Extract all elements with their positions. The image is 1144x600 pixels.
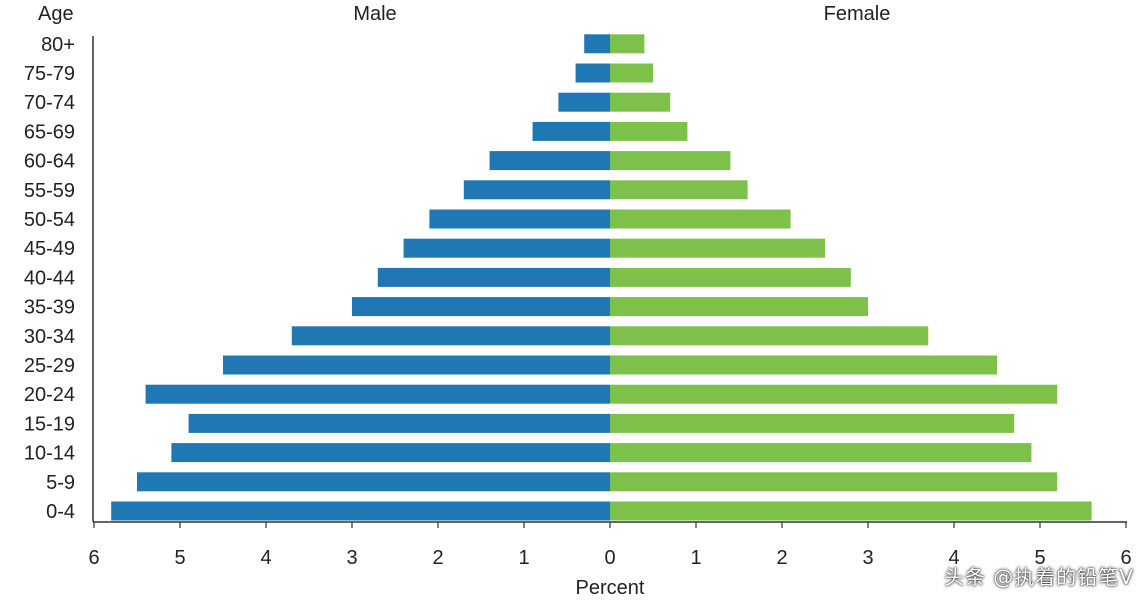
x-tick-label: 3: [346, 547, 357, 569]
age-label-55-59: 55-59: [24, 180, 75, 202]
female-bar-20-24: [610, 384, 1058, 404]
age-label-15-19: 15-19: [24, 413, 75, 435]
male-bar-50-54: [429, 209, 610, 229]
female-bar-40-44: [610, 267, 851, 287]
female-bar-25-29: [610, 355, 997, 375]
male-bar-20-24: [145, 384, 610, 404]
male-bar-60-64: [489, 151, 610, 171]
male-bar-45-49: [403, 238, 610, 258]
x-tick-label: 4: [260, 547, 271, 569]
series-label-male: Male: [353, 3, 396, 25]
male-bar-80+: [584, 34, 610, 54]
female-bar-45-49: [610, 238, 825, 258]
male-bar-30-34: [291, 326, 610, 346]
age-label-20-24: 20-24: [24, 384, 75, 406]
male-bar-75-79: [575, 63, 610, 83]
x-tick-label: 4: [948, 547, 959, 569]
x-tick-label: 1: [518, 547, 529, 569]
x-tick-label: 3: [862, 547, 873, 569]
x-tick-label: 0: [604, 547, 615, 569]
female-bar-70-74: [610, 92, 671, 112]
male-bar-10-14: [171, 443, 610, 463]
age-label-10-14: 10-14: [24, 443, 75, 465]
male-bar-25-29: [223, 355, 610, 375]
male-bar-0-4: [111, 501, 610, 521]
female-bar-75-79: [610, 63, 653, 83]
age-label-5-9: 5-9: [46, 472, 75, 494]
age-label-60-64: 60-64: [24, 151, 75, 173]
x-axis-title: Percent: [576, 577, 645, 599]
female-bar-55-59: [610, 180, 748, 200]
x-tick-label: 2: [432, 547, 443, 569]
female-bar-5-9: [610, 472, 1058, 492]
x-tick-label: 1: [690, 547, 701, 569]
y-axis-title: Age: [38, 3, 74, 25]
male-bar-40-44: [377, 267, 610, 287]
female-bar-35-39: [610, 297, 868, 317]
watermark-text: 头条 @执着的铅笔V: [943, 565, 1134, 589]
age-label-70-74: 70-74: [24, 92, 75, 114]
age-label-25-29: 25-29: [24, 355, 75, 377]
x-tick-label: 5: [174, 547, 185, 569]
age-label-35-39: 35-39: [24, 297, 75, 319]
male-bar-65-69: [532, 121, 610, 141]
female-bar-30-34: [610, 326, 929, 346]
female-bar-0-4: [610, 501, 1092, 521]
female-bar-65-69: [610, 121, 688, 141]
female-bar-60-64: [610, 151, 731, 171]
x-tick-label: 5: [1034, 547, 1045, 569]
male-bar-5-9: [137, 472, 610, 492]
male-bar-55-59: [463, 180, 610, 200]
x-tick-label: 2: [776, 547, 787, 569]
age-label-45-49: 45-49: [24, 238, 75, 260]
female-bar-15-19: [610, 413, 1015, 433]
age-label-50-54: 50-54: [24, 209, 75, 231]
female-bar-50-54: [610, 209, 791, 229]
age-label-80+: 80+: [41, 34, 75, 56]
age-label-40-44: 40-44: [24, 267, 75, 289]
female-bar-10-14: [610, 443, 1032, 463]
male-bar-70-74: [558, 92, 610, 112]
female-bar-80+: [610, 34, 645, 54]
age-label-65-69: 65-69: [24, 121, 75, 143]
series-label-female: Female: [824, 3, 891, 25]
male-bar-15-19: [188, 413, 610, 433]
age-label-30-34: 30-34: [24, 326, 75, 348]
age-label-75-79: 75-79: [24, 63, 75, 85]
x-tick-label: 6: [1120, 547, 1131, 569]
x-tick-label: 6: [88, 547, 99, 569]
male-bar-35-39: [352, 297, 610, 317]
age-label-0-4: 0-4: [46, 501, 75, 523]
